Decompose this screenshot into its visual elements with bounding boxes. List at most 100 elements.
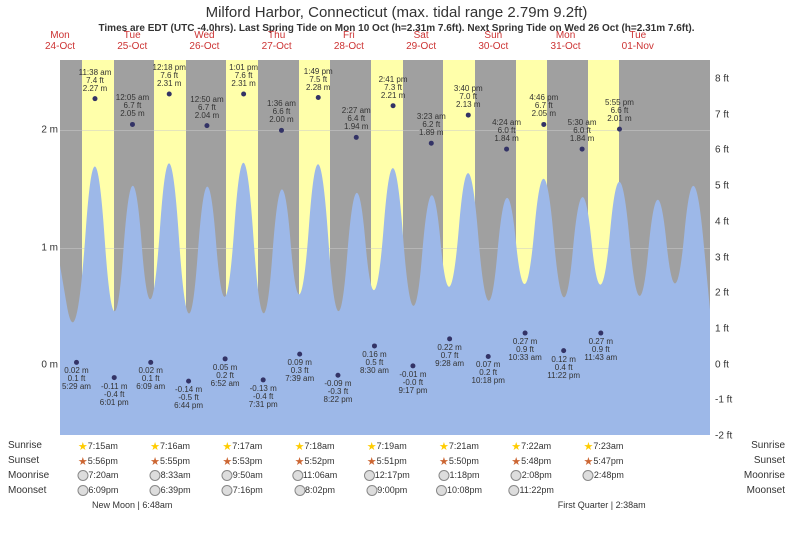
tide-annotation: 0.16 m0.5 ft8:30 am — [360, 351, 389, 375]
sunset-icon: ★ — [295, 455, 305, 468]
tide-annotation: 3:23 am6.2 ft1.89 m — [417, 113, 446, 137]
moonrise-row-cell: 11:06am — [292, 470, 337, 481]
sunset-icon: ★ — [511, 455, 521, 468]
moon-icon — [77, 470, 88, 481]
tide-annotation: 4:46 pm6.7 ft2.05 m — [529, 94, 558, 118]
sunset-label-right: Sunset — [754, 455, 785, 466]
y-tick-ft: 4 ft — [715, 216, 729, 227]
moon-icon — [222, 485, 233, 496]
moonset-row-cell: 11:22pm — [509, 485, 554, 496]
y-tick-ft: -1 ft — [715, 395, 732, 406]
tide-annotation: 2:27 am6.4 ft1.94 m — [342, 107, 371, 131]
sunset-icon: ★ — [150, 455, 160, 468]
y-tick-m: 0 m — [41, 359, 58, 370]
sunset-icon: ★ — [78, 455, 88, 468]
date-label: Tue25-Oct — [117, 30, 147, 52]
sunset-row-cell: ★5:55pm — [150, 455, 190, 468]
tide-annotation: 5:55 pm6.6 ft2.01 m — [605, 99, 634, 123]
y-tick-ft: 5 ft — [715, 181, 729, 192]
sunrise-row: Sunrise Sunrise ★7:15am★7:16am★7:17am★7:… — [0, 440, 793, 455]
moon-icon — [583, 470, 594, 481]
moon-icon — [222, 470, 233, 481]
tide-annotation: 12:18 pm7.6 ft2.31 m — [153, 64, 186, 88]
sunset-row-cell: ★5:56pm — [78, 455, 118, 468]
moonset-label-right: Moonset — [747, 485, 785, 496]
date-label: Wed26-Oct — [189, 30, 219, 52]
tide-annotation: 1:01 pm7.6 ft2.31 m — [229, 64, 258, 88]
tide-annotation: 0.09 m0.3 ft7:39 am — [285, 359, 314, 383]
moon-phase-row: New Moon | 6:48am First Quarter | 2:38am — [0, 500, 793, 515]
y-tick-ft: 6 ft — [715, 145, 729, 156]
moon-icon — [511, 470, 522, 481]
moonrise-row-cell: 2:48pm — [583, 470, 624, 481]
sun-icon: ★ — [439, 440, 449, 453]
moon-icon — [366, 485, 377, 496]
tide-annotation: 0.22 m0.7 ft9:28 am — [435, 344, 464, 368]
sunset-row-cell: ★5:47pm — [583, 455, 623, 468]
sunset-row-cell: ★5:52pm — [295, 455, 335, 468]
y-axis-meters: 0 m 1 m 2 m — [30, 60, 60, 435]
moon-icon — [294, 485, 305, 496]
tide-annotation: 4:24 am6.0 ft1.84 m — [492, 119, 521, 143]
tide-annotation: 0.27 m0.9 ft10:33 am — [508, 338, 541, 362]
moon-icon — [364, 470, 375, 481]
moonrise-label-right: Moonrise — [744, 470, 785, 481]
y-tick-ft: 2 ft — [715, 288, 729, 299]
y-tick-ft: 0 ft — [715, 359, 729, 370]
sunset-row-cell: ★5:50pm — [439, 455, 479, 468]
date-label: Mon24-Oct — [45, 30, 75, 52]
sun-icon: ★ — [367, 440, 377, 453]
date-label: Thu27-Oct — [262, 30, 292, 52]
tide-annotation: 12:05 am6.7 ft2.05 m — [116, 94, 149, 118]
tide-annotation: -0.14 m-0.5 ft6:44 pm — [174, 386, 203, 410]
sun-icon: ★ — [78, 440, 88, 453]
sunrise-row-cell: ★7:18am — [295, 440, 335, 453]
sunset-icon: ★ — [367, 455, 377, 468]
sun-icon: ★ — [295, 440, 305, 453]
sunrise-row-cell: ★7:21am — [439, 440, 479, 453]
y-tick-m: 1 m — [41, 242, 58, 253]
sunrise-row-cell: ★7:17am — [222, 440, 262, 453]
moonset-label-left: Moonset — [8, 485, 46, 496]
sunset-icon: ★ — [222, 455, 232, 468]
moon-icon — [77, 485, 88, 496]
sunrise-row-cell: ★7:19am — [367, 440, 407, 453]
tide-annotation: 11:38 am7.4 ft2.27 m — [79, 69, 112, 93]
date-label: Sun30-Oct — [478, 30, 508, 52]
sunrise-row-cell: ★7:22am — [511, 440, 551, 453]
sun-icon: ★ — [150, 440, 160, 453]
date-label: Sat29-Oct — [406, 30, 436, 52]
tide-annotation: 5:30 am6.0 ft1.84 m — [568, 119, 597, 143]
sun-moon-table: Sunrise Sunrise ★7:15am★7:16am★7:17am★7:… — [0, 440, 793, 515]
tide-annotation: 1:36 am6.6 ft2.00 m — [267, 100, 296, 124]
sunset-icon: ★ — [439, 455, 449, 468]
y-tick-ft: 7 ft — [715, 109, 729, 120]
sunrise-row-cell: ★7:15am — [78, 440, 118, 453]
chart-title: Milford Harbor, Connecticut (max. tidal … — [0, 0, 793, 21]
moon-icon — [292, 470, 303, 481]
tide-annotation: 0.07 m0.2 ft10:18 pm — [472, 361, 505, 385]
sunrise-label-right: Sunrise — [751, 440, 785, 451]
tide-annotation: 0.02 m0.1 ft5:29 am — [62, 367, 91, 391]
y-tick-m: 2 m — [41, 125, 58, 136]
y-tick-ft: 3 ft — [715, 252, 729, 263]
tide-annotation: 3:40 pm7.0 ft2.13 m — [454, 85, 483, 109]
moon-phase-label: First Quarter | 2:38am — [558, 500, 646, 510]
moon-icon — [438, 470, 449, 481]
date-label: Fri28-Oct — [334, 30, 364, 52]
sunset-label-left: Sunset — [8, 455, 39, 466]
sunrise-row-cell: ★7:23am — [583, 440, 623, 453]
moonrise-row-cell: 1:18pm — [438, 470, 479, 481]
plot-area: 0.02 m0.1 ft5:29 am 11:38 am7.4 ft2.27 m -… — [60, 60, 710, 435]
moonrise-row-cell: 9:50am — [222, 470, 263, 481]
y-tick-ft: 1 ft — [715, 323, 729, 334]
moon-icon — [509, 485, 520, 496]
tide-annotation: 2:41 pm7.3 ft2.21 m — [379, 76, 408, 100]
y-tick-ft: 8 ft — [715, 73, 729, 84]
sunset-row: Sunset Sunset ★5:56pm★5:55pm★5:53pm★5:52… — [0, 455, 793, 470]
moonrise-row-cell: 12:17pm — [364, 470, 410, 481]
tide-annotation: 0.27 m0.9 ft11:43 am — [584, 338, 617, 362]
sun-icon: ★ — [222, 440, 232, 453]
moon-phase-label: New Moon | 6:48am — [92, 500, 172, 510]
moonset-row-cell: 6:39pm — [150, 485, 191, 496]
